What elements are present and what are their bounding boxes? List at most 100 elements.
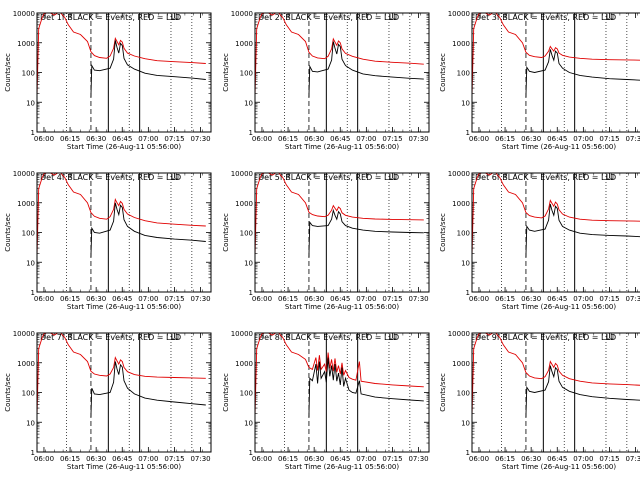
x-tick-label: 06:45 xyxy=(330,455,350,463)
lld-series-line xyxy=(255,333,424,418)
panel-title: Det 3f BLACK = Events, RED = LLD xyxy=(475,13,616,22)
events-series-line xyxy=(308,41,424,98)
x-tick-label: 06:45 xyxy=(547,135,567,143)
plot-frame xyxy=(254,172,430,293)
plot-frame xyxy=(254,332,430,453)
x-axis-label: Start Time (26-Aug-11 05:56:00) xyxy=(67,303,181,311)
plot-frame xyxy=(36,12,212,133)
x-tick-label: 06:45 xyxy=(330,135,350,143)
lld-series-line xyxy=(37,173,206,258)
events-series-line xyxy=(525,49,640,98)
y-tick-label: 1000 xyxy=(235,40,253,48)
y-tick-label: 100 xyxy=(22,70,35,78)
panel-title: Det 2f BLACK = Events, RED = LLD xyxy=(258,13,399,22)
events-series-line xyxy=(90,202,206,258)
x-tick-label: 06:30 xyxy=(304,135,324,143)
x-tick-label: 06:15 xyxy=(278,455,298,463)
detector-panel-4: Det 4f BLACK = Events, RED = LLD Counts/s… xyxy=(4,170,212,311)
y-tick-label: 1000 xyxy=(17,40,35,48)
x-tick-label: 06:00 xyxy=(252,295,272,303)
x-tick-label: 07:00 xyxy=(356,295,376,303)
x-tick-label: 07:15 xyxy=(164,455,184,463)
y-tick-label: 10000 xyxy=(231,10,253,18)
legend-marker xyxy=(606,334,614,340)
x-tick-label: 06:30 xyxy=(521,295,541,303)
x-tick-label: 07:30 xyxy=(408,295,428,303)
panel-title: Det 8f BLACK = Events, RED = LLD xyxy=(258,333,399,342)
plot-frame xyxy=(254,12,430,133)
lld-series-line xyxy=(255,173,424,258)
x-tick-label: 06:15 xyxy=(495,295,515,303)
y-tick-label: 100 xyxy=(22,390,35,398)
x-tick-label: 07:00 xyxy=(356,455,376,463)
legend-marker xyxy=(171,334,179,340)
x-tick-label: 06:30 xyxy=(521,135,541,143)
x-tick-label: 07:00 xyxy=(573,295,593,303)
x-tick-label: 06:30 xyxy=(86,295,106,303)
x-tick-label: 07:00 xyxy=(573,135,593,143)
x-tick-label: 07:15 xyxy=(164,135,184,143)
detector-panel-6: Det 6f BLACK = Events, RED = LLD Counts/s… xyxy=(439,170,640,311)
y-tick-label: 10000 xyxy=(231,330,253,338)
y-tick-label: 1 xyxy=(466,289,470,297)
y-tick-label: 100 xyxy=(240,230,253,238)
x-tick-label: 06:15 xyxy=(60,295,80,303)
lld-series-line xyxy=(472,333,640,418)
panel-title: Det 7f BLACK = Events, RED = LLD xyxy=(40,333,181,342)
lld-series-line xyxy=(472,173,640,258)
y-tick-label: 10 xyxy=(26,259,35,267)
panel-title: Det 4f BLACK = Events, RED = LLD xyxy=(40,173,181,182)
legend-marker xyxy=(389,334,397,340)
x-tick-label: 07:15 xyxy=(599,295,619,303)
x-tick-label: 06:45 xyxy=(112,295,132,303)
detector-panel-2: Det 2f BLACK = Events, RED = LLD Counts/s… xyxy=(222,10,430,151)
x-tick-label: 06:45 xyxy=(547,455,567,463)
y-tick-label: 100 xyxy=(457,70,470,78)
events-series-line xyxy=(525,203,640,258)
x-tick-label: 07:15 xyxy=(382,295,402,303)
y-tick-label: 10 xyxy=(244,259,253,267)
x-tick-label: 07:30 xyxy=(190,135,210,143)
y-tick-label: 100 xyxy=(240,70,253,78)
x-tick-label: 07:30 xyxy=(408,135,428,143)
x-tick-label: 06:00 xyxy=(252,455,272,463)
x-tick-label: 06:00 xyxy=(469,135,489,143)
y-tick-label: 10000 xyxy=(13,330,35,338)
y-tick-label: 1 xyxy=(31,129,35,137)
detector-panel-8: Det 8f BLACK = Events, RED = LLD Counts/s… xyxy=(222,330,430,471)
x-tick-label: 07:15 xyxy=(599,135,619,143)
x-tick-label: 06:00 xyxy=(252,135,272,143)
x-axis-label: Start Time (26-Aug-11 05:56:00) xyxy=(502,303,616,311)
y-tick-label: 1000 xyxy=(17,360,35,368)
legend-marker xyxy=(606,174,614,180)
x-tick-label: 06:00 xyxy=(34,295,54,303)
y-tick-label: 100 xyxy=(457,230,470,238)
x-tick-label: 06:00 xyxy=(34,135,54,143)
x-axis-label: Start Time (26-Aug-11 05:56:00) xyxy=(67,463,181,471)
x-axis-label: Start Time (26-Aug-11 05:56:00) xyxy=(67,143,181,151)
y-tick-label: 1 xyxy=(31,289,35,297)
x-tick-label: 06:00 xyxy=(469,455,489,463)
y-tick-label: 10000 xyxy=(13,10,35,18)
events-series-line xyxy=(90,361,206,418)
plot-frame xyxy=(471,172,640,293)
detector-panel-3: Det 3f BLACK = Events, RED = LLD Counts/s… xyxy=(439,10,640,151)
detector-panel-1: Det 1f BLACK = Events, RED = LLD Counts/s… xyxy=(4,10,212,151)
y-tick-label: 10000 xyxy=(448,170,470,178)
x-tick-label: 06:30 xyxy=(86,135,106,143)
lld-series-line xyxy=(472,13,640,98)
x-tick-label: 07:30 xyxy=(408,455,428,463)
x-tick-label: 06:30 xyxy=(521,455,541,463)
y-axis-label: Counts/sec xyxy=(439,213,447,252)
panel-title: Det 9f BLACK = Events, RED = LLD xyxy=(475,333,616,342)
x-axis-label: Start Time (26-Aug-11 05:56:00) xyxy=(285,303,399,311)
y-tick-label: 1000 xyxy=(452,360,470,368)
y-axis-label: Counts/sec xyxy=(4,53,12,92)
y-tick-label: 1 xyxy=(466,129,470,137)
y-tick-label: 1000 xyxy=(235,360,253,368)
x-tick-label: 07:00 xyxy=(138,135,158,143)
lld-series-line xyxy=(37,333,206,418)
events-series-line xyxy=(308,208,424,258)
detector-panel-7: Det 7f BLACK = Events, RED = LLD Counts/s… xyxy=(4,330,212,471)
